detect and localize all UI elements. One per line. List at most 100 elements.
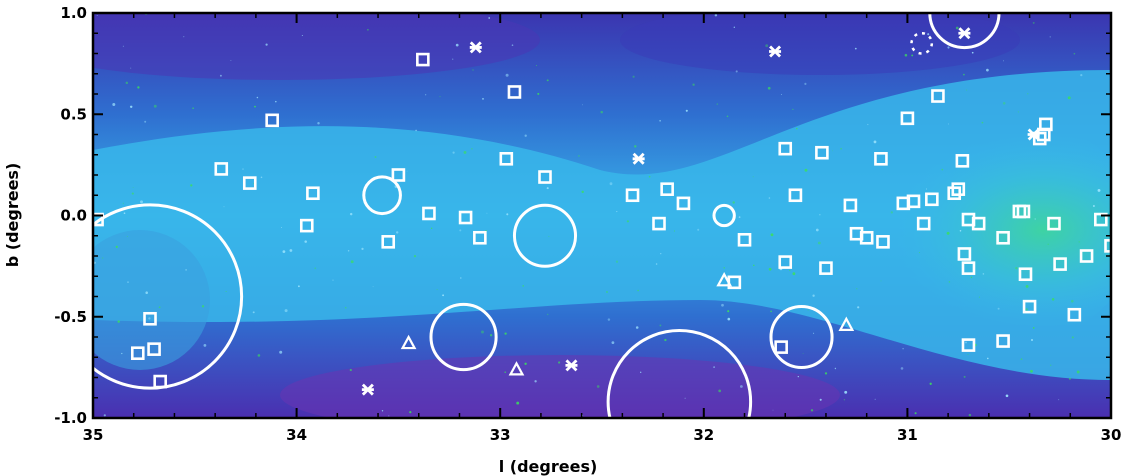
point-source xyxy=(685,109,688,112)
point-source xyxy=(904,53,908,57)
point-source xyxy=(132,187,134,188)
x-tick-label: 31 xyxy=(897,426,918,444)
point-source xyxy=(281,227,283,229)
point-source xyxy=(284,309,288,313)
point-source xyxy=(606,291,608,293)
circle-marker xyxy=(928,13,1001,50)
point-source xyxy=(733,26,735,28)
point-source xyxy=(967,353,969,355)
circle-marker xyxy=(769,304,834,370)
point-source xyxy=(970,276,973,279)
point-source xyxy=(640,371,642,373)
point-source xyxy=(1058,399,1060,401)
square-marker xyxy=(143,311,157,326)
point-source xyxy=(812,294,815,297)
square-marker xyxy=(906,194,921,209)
point-source xyxy=(413,255,417,258)
point-source xyxy=(190,184,193,187)
point-source xyxy=(112,103,116,106)
point-source xyxy=(941,168,944,171)
point-source xyxy=(546,79,549,82)
point-source xyxy=(158,306,161,309)
square-marker xyxy=(788,188,803,203)
point-source xyxy=(252,311,255,314)
point-source xyxy=(890,211,893,214)
point-source xyxy=(716,103,718,105)
point-source xyxy=(873,140,877,144)
point-source xyxy=(1032,21,1035,24)
x-tick-label: 33 xyxy=(490,426,511,444)
square-marker xyxy=(1079,249,1094,263)
point-source xyxy=(374,156,377,158)
point-source xyxy=(947,46,950,49)
point-source xyxy=(504,332,507,335)
point-source xyxy=(834,367,837,370)
point-source xyxy=(664,338,667,342)
point-source xyxy=(455,43,459,47)
point-source xyxy=(317,121,320,125)
point-source xyxy=(819,214,821,216)
point-source xyxy=(732,201,735,204)
point-source xyxy=(534,380,537,383)
point-source xyxy=(880,280,882,282)
point-source xyxy=(125,81,129,85)
square-marker xyxy=(774,340,788,354)
point-source xyxy=(137,86,140,89)
point-source xyxy=(126,235,128,237)
source-markers xyxy=(93,13,1111,418)
square-marker xyxy=(652,216,666,231)
point-source xyxy=(832,150,834,152)
point-source xyxy=(140,200,143,204)
point-source xyxy=(548,235,550,237)
point-source xyxy=(1017,111,1019,113)
point-source xyxy=(659,324,662,327)
point-source xyxy=(978,296,980,298)
square-marker xyxy=(381,235,396,249)
y-tick-label: -1.0 xyxy=(54,409,87,427)
point-source xyxy=(927,33,930,36)
point-source xyxy=(103,414,106,417)
point-source xyxy=(607,318,611,321)
square-marker xyxy=(1094,212,1108,227)
point-source xyxy=(102,257,104,259)
point-source xyxy=(265,43,268,46)
point-source xyxy=(349,368,352,372)
y-tick-label: 1.0 xyxy=(60,4,87,22)
point-source xyxy=(843,399,846,401)
point-source xyxy=(1002,102,1006,105)
point-source xyxy=(511,44,514,47)
point-source xyxy=(396,231,399,234)
triangle-marker xyxy=(716,272,733,287)
point-source xyxy=(874,398,876,400)
square-marker xyxy=(931,89,945,103)
point-source xyxy=(425,94,427,96)
point-source xyxy=(361,247,364,251)
point-source xyxy=(648,175,651,178)
point-source xyxy=(1032,327,1035,329)
point-sources xyxy=(93,13,1101,417)
point-source xyxy=(692,83,695,86)
point-source xyxy=(982,273,985,275)
point-source xyxy=(117,320,120,323)
point-source xyxy=(230,59,232,61)
square-marker xyxy=(859,230,874,245)
point-source xyxy=(768,267,772,271)
point-source xyxy=(314,267,317,270)
point-source xyxy=(1071,336,1074,339)
point-source xyxy=(955,26,959,30)
point-source xyxy=(130,67,132,69)
square-marker xyxy=(955,154,970,168)
point-source xyxy=(388,415,390,417)
square-marker xyxy=(416,52,430,67)
point-source xyxy=(1025,284,1029,288)
square-marker xyxy=(676,196,691,211)
square-marker xyxy=(778,141,793,156)
point-source xyxy=(997,307,1000,310)
point-source xyxy=(298,285,300,288)
point-source xyxy=(192,107,194,109)
point-source xyxy=(770,310,772,313)
point-source xyxy=(632,75,635,78)
point-source xyxy=(959,230,962,232)
point-source xyxy=(804,82,807,85)
point-source xyxy=(867,123,869,126)
